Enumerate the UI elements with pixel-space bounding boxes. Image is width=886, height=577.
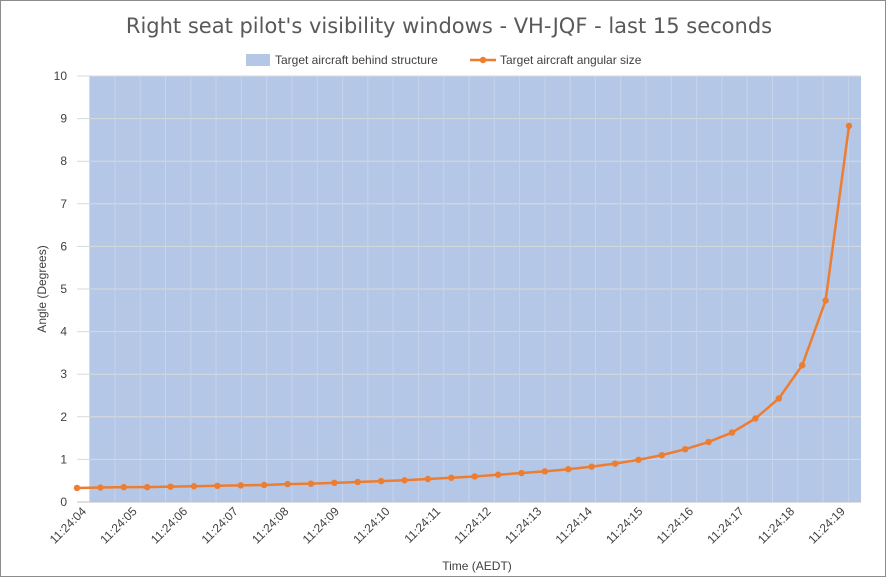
legend-label-behind-structure: Target aircraft behind structure: [275, 53, 438, 67]
data-point: [611, 460, 619, 467]
data-point: [635, 456, 642, 464]
data-point: [73, 484, 81, 492]
legend: Target aircraft behind structure Target …: [246, 53, 642, 67]
data-point: [377, 477, 385, 485]
y-tick-label: 3: [60, 367, 67, 381]
data-point: [658, 451, 666, 459]
x-tick-label: 11:24:13: [502, 504, 545, 547]
x-tick-label: 11:24:11: [402, 504, 444, 546]
data-point: [120, 483, 127, 491]
x-tick-label: 11:24:09: [300, 504, 343, 547]
x-tick-label: 11:24:04: [47, 504, 90, 547]
data-point: [190, 483, 198, 490]
data-point: [284, 480, 291, 488]
y-tick-label: 6: [60, 239, 67, 253]
data-point: [448, 474, 455, 481]
data-point: [752, 415, 759, 422]
x-tick-label: 11:24:14: [553, 504, 596, 547]
y-tick-label: 4: [60, 325, 67, 339]
x-tick-label: 11:24:12: [451, 504, 494, 547]
data-point: [541, 468, 549, 475]
y-tick-label: 2: [60, 410, 67, 424]
data-point: [237, 482, 244, 489]
data-point: [799, 362, 806, 369]
y-tick-label: 0: [60, 495, 67, 509]
x-tick-label: 11:24:10: [350, 504, 393, 547]
x-tick-label: 11:24:08: [249, 504, 292, 547]
data-point: [260, 481, 268, 489]
data-point: [401, 477, 408, 484]
data-point: [494, 471, 502, 478]
series-line-angular-size: [76, 125, 851, 490]
data-point: [822, 297, 829, 304]
chart-title: Right seat pilot's visibility windows - …: [126, 14, 772, 38]
y-tick-label: 9: [60, 112, 67, 126]
legend-swatch-behind-structure: [246, 54, 270, 66]
data-point: [143, 483, 151, 491]
data-point: [845, 122, 853, 130]
x-tick-label: 11:24:17: [704, 504, 747, 547]
y-tick-label: 1: [60, 452, 67, 466]
data-point: [331, 479, 338, 487]
legend-label-angular-size: Target aircraft angular size: [500, 53, 642, 67]
data-point: [471, 473, 478, 480]
data-point: [588, 463, 595, 470]
data-point: [775, 395, 783, 402]
data-point: [167, 483, 174, 490]
data-point: [307, 480, 315, 487]
x-tick-label: 11:24:18: [755, 504, 798, 547]
data-point: [728, 429, 736, 436]
y-tick-label: 10: [54, 69, 68, 83]
x-tick-label: 11:24:15: [603, 504, 646, 547]
x-axis-label: Time (AEDT): [442, 559, 512, 573]
data-point: [424, 475, 432, 483]
x-tick-label: 11:24:06: [148, 504, 191, 547]
data-point: [97, 484, 104, 491]
legend-swatch-angular-size-marker: [479, 56, 487, 64]
y-axis-label: Angle (Degrees): [35, 245, 49, 332]
data-point: [214, 482, 221, 490]
data-point: [354, 478, 361, 486]
y-tick-label: 5: [60, 282, 67, 296]
x-tick-label: 11:24:05: [97, 504, 140, 547]
x-tick-label: 11:24:19: [806, 504, 849, 547]
data-point: [565, 465, 572, 473]
y-tick-label: 8: [60, 154, 67, 168]
y-tick-label: 7: [60, 197, 67, 211]
data-point: [705, 438, 712, 446]
x-tick-label: 11:24:07: [199, 504, 242, 547]
x-tick-label: 11:24:16: [654, 504, 697, 547]
data-point: [518, 469, 525, 477]
data-point: [682, 445, 689, 453]
